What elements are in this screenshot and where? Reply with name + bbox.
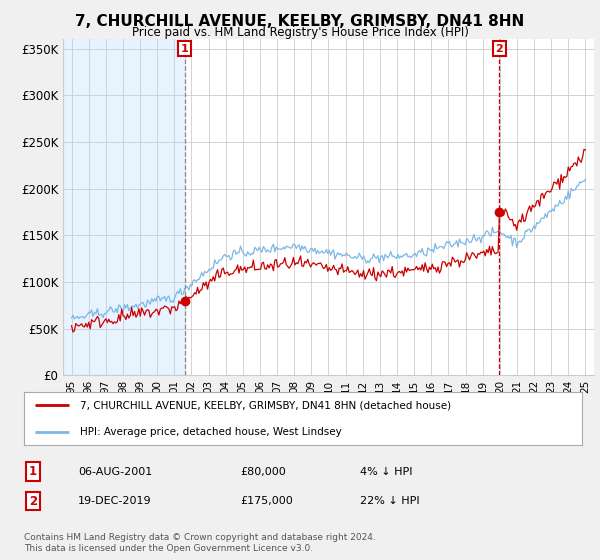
Text: 22% ↓ HPI: 22% ↓ HPI (360, 496, 419, 506)
Text: £80,000: £80,000 (240, 466, 286, 477)
Text: 2: 2 (29, 494, 37, 508)
Text: HPI: Average price, detached house, West Lindsey: HPI: Average price, detached house, West… (80, 427, 341, 437)
Text: 06-AUG-2001: 06-AUG-2001 (78, 466, 152, 477)
Text: Contains HM Land Registry data © Crown copyright and database right 2024.
This d: Contains HM Land Registry data © Crown c… (24, 533, 376, 553)
Bar (63, 39, 185, 375)
Text: 1: 1 (29, 465, 37, 478)
Text: 4% ↓ HPI: 4% ↓ HPI (360, 466, 413, 477)
Text: 1: 1 (181, 44, 188, 54)
Text: 7, CHURCHILL AVENUE, KEELBY, GRIMSBY, DN41 8HN: 7, CHURCHILL AVENUE, KEELBY, GRIMSBY, DN… (76, 14, 524, 29)
Text: 2: 2 (496, 44, 503, 54)
Text: £175,000: £175,000 (240, 496, 293, 506)
Text: 19-DEC-2019: 19-DEC-2019 (78, 496, 152, 506)
Text: 7, CHURCHILL AVENUE, KEELBY, GRIMSBY, DN41 8HN (detached house): 7, CHURCHILL AVENUE, KEELBY, GRIMSBY, DN… (80, 400, 451, 410)
Text: Price paid vs. HM Land Registry's House Price Index (HPI): Price paid vs. HM Land Registry's House … (131, 26, 469, 39)
